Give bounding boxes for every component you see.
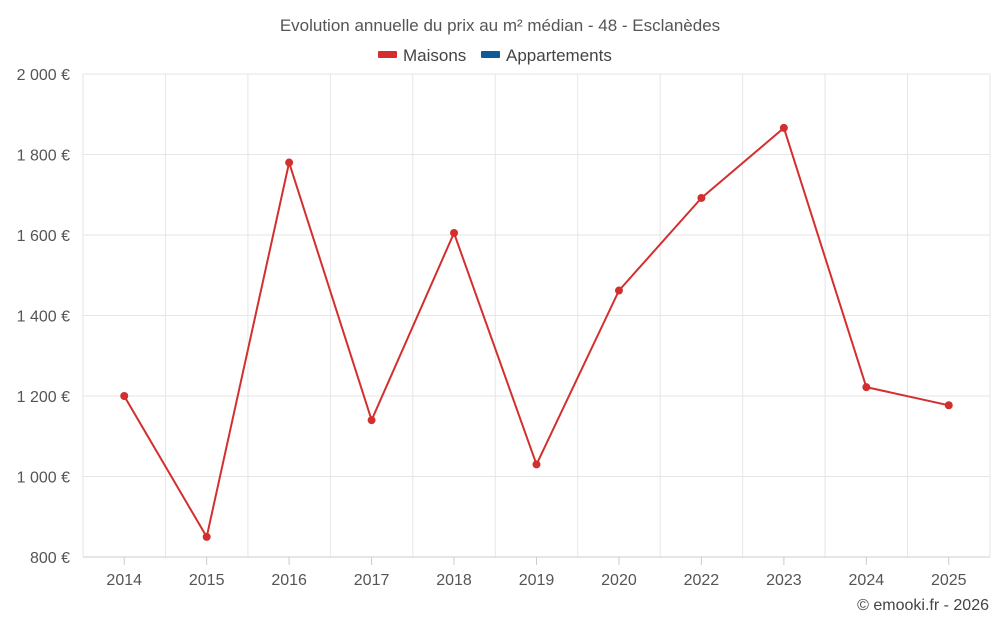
legend-swatch-appartements [481, 51, 500, 58]
legend-item-maisons[interactable]: Maisons [378, 46, 466, 65]
data-point-maisons[interactable] [450, 228, 459, 237]
x-tick-label: 2022 [684, 572, 720, 589]
y-tick-label: 800 € [30, 550, 70, 567]
legend: Maisons Appartements [378, 46, 612, 65]
data-point-maisons[interactable] [944, 401, 953, 410]
data-point-maisons[interactable] [367, 416, 376, 425]
y-tick-label: 1 200 € [17, 389, 70, 406]
x-tick-label: 2016 [271, 572, 307, 589]
x-tick-label: 2014 [106, 572, 142, 589]
legend-item-appartements[interactable]: Appartements [481, 46, 612, 65]
data-point-maisons[interactable] [779, 123, 788, 132]
legend-label-appartements: Appartements [506, 46, 612, 65]
data-point-maisons[interactable] [120, 392, 129, 400]
grid [82, 73, 991, 558]
legend-swatch-maisons [378, 51, 397, 58]
y-tick-label: 1 800 € [17, 148, 70, 165]
data-point-maisons[interactable] [532, 460, 541, 469]
chart-title: Evolution annuelle du prix au m² médian … [280, 16, 720, 35]
data-point-maisons[interactable] [202, 532, 211, 541]
x-tick-label: 2025 [931, 572, 967, 589]
x-tick-label: 2019 [519, 572, 555, 589]
data-point-maisons[interactable] [697, 193, 706, 202]
x-tick-label: 2023 [766, 572, 802, 589]
legend-label-maisons: Maisons [403, 46, 466, 65]
x-tick-label: 2015 [189, 572, 225, 589]
x-tick-label: 2017 [354, 572, 390, 589]
data-point-maisons[interactable] [285, 158, 294, 167]
y-tick-label: 1 600 € [17, 228, 70, 245]
credit-text: © emooki.fr - 2026 [857, 597, 989, 614]
y-tick-label: 2 000 € [17, 67, 70, 84]
x-tick-label: 2024 [849, 572, 885, 589]
series-maisons [120, 123, 953, 541]
y-tick-label: 1 400 € [17, 309, 70, 326]
y-tick-label: 1 000 € [17, 470, 70, 487]
y-axis: 800 € 1 000 € 1 200 € 1 400 € 1 600 € 1 800 €… [17, 67, 70, 567]
x-tick-label: 2018 [436, 572, 472, 589]
x-tick-label: 2020 [601, 572, 637, 589]
data-point-maisons[interactable] [614, 286, 623, 295]
data-point-maisons[interactable] [862, 383, 871, 392]
x-axis: 2014 2015 2016 2017 2018 2019 2020 2022 2023 2024… [83, 556, 990, 589]
